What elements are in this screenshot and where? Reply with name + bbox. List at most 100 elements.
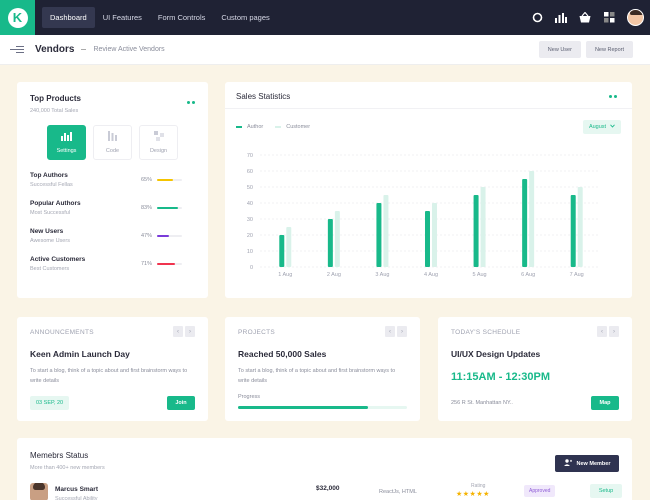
chevron-left-icon[interactable]: ‹	[597, 326, 607, 337]
chevron-left-icon[interactable]: ‹	[173, 326, 183, 337]
new-member-label: New Member	[576, 460, 611, 467]
product-row-progress	[157, 179, 182, 181]
user-avatar[interactable]	[627, 9, 644, 26]
product-row-percent: 47%	[140, 233, 152, 239]
chevron-right-icon[interactable]: ›	[609, 326, 619, 337]
more-options-icon[interactable]	[609, 95, 617, 98]
y-tick-label: 40	[247, 201, 253, 207]
progress-fill	[157, 207, 178, 209]
product-row-desc: Awesome Users	[30, 238, 70, 244]
top-products-subtitle: 240,000 Total Sales	[30, 108, 79, 114]
tab-code[interactable]: Code	[93, 125, 132, 160]
y-tick-label: 0	[250, 265, 253, 271]
card-nav-arrows: ‹ ›	[385, 326, 407, 337]
project-title: Reached 50,000 Sales	[238, 349, 327, 359]
announcements-header: ANNOUNCEMENTS	[30, 329, 94, 336]
chevron-right-icon[interactable]: ›	[185, 326, 195, 337]
bar-customer	[286, 227, 292, 267]
announcement-text: To start a blog, think of a topic about …	[30, 368, 188, 384]
setup-button[interactable]: Setup	[590, 484, 622, 498]
legend-label: Author	[247, 124, 264, 130]
bar-author	[327, 219, 333, 267]
member-name[interactable]: Marcus Smart	[55, 486, 98, 493]
sub-header: Vendors Review Active Vendors New User N…	[0, 35, 650, 65]
announcements-card: ANNOUNCEMENTS ‹ › Keen Admin Launch Day …	[17, 317, 208, 421]
member-tech: ReactJs, HTML	[379, 489, 417, 495]
y-tick-label: 60	[247, 169, 253, 175]
top-navbar: K Dashboard UI Features Form Controls Cu…	[0, 0, 650, 35]
design-icon	[153, 131, 164, 143]
x-tick-label: 7 Aug	[570, 272, 584, 278]
projects-card: PROJECTS ‹ › Reached 50,000 Sales To sta…	[225, 317, 420, 421]
join-button[interactable]: Join	[167, 396, 195, 410]
legend-item-author: Author	[236, 124, 263, 130]
x-tick-label: 4 Aug	[424, 272, 438, 278]
search-icon[interactable]	[531, 12, 543, 24]
page-subtitle: Review Active Vendors	[93, 46, 165, 53]
projects-header: PROJECTS	[238, 329, 276, 336]
member-role: Successful Ability	[55, 496, 98, 500]
chart-icon[interactable]	[555, 12, 567, 24]
bar-author	[473, 195, 479, 267]
chevron-down-icon	[610, 124, 615, 130]
chart-legend: Author Customer	[236, 124, 310, 130]
member-avatar	[30, 483, 48, 500]
logo[interactable]: K	[0, 0, 35, 35]
sales-bar-chart: 0 10 20 30 40 50 60 70 1 Aug 2 Aug 3 Aug 4 Aug 5 Aug…	[247, 153, 600, 278]
chevron-right-icon[interactable]: ›	[397, 326, 407, 337]
menu-toggle-icon[interactable]	[10, 45, 24, 54]
product-row-desc: Successful Fellas	[30, 182, 73, 188]
tab-settings-label: Settings	[56, 147, 77, 154]
month-select[interactable]: August	[583, 120, 621, 134]
product-row-percent: 65%	[140, 177, 152, 183]
chevron-left-icon[interactable]: ‹	[385, 326, 395, 337]
logo-letter: K	[7, 7, 28, 28]
y-tick-label: 20	[247, 233, 253, 239]
schedule-card: TODAY'S SCHEDULE ‹ › UI/UX Design Update…	[438, 317, 632, 421]
nav-link-form-controls[interactable]: Form Controls	[157, 13, 206, 22]
product-row-name: New Users	[30, 228, 64, 235]
product-row-progress	[157, 263, 182, 265]
tab-design[interactable]: Design	[139, 125, 178, 160]
schedule-title: UI/UX Design Updates	[451, 349, 541, 359]
progress-label: Progress	[238, 394, 261, 400]
member-row: Marcus Smart Successful Ability $32,000 …	[30, 483, 622, 500]
tab-settings[interactable]: Settings	[47, 125, 86, 160]
members-title: Memebrs Status	[30, 451, 89, 460]
y-tick-label: 70	[247, 153, 253, 159]
nav-icon-group	[531, 0, 644, 35]
bar-customer	[480, 187, 486, 267]
bar-customer	[529, 171, 535, 267]
bar-author	[570, 195, 576, 267]
product-row: New Users Awesome Users 47%	[30, 228, 195, 248]
schedule-time: 11:15AM - 12:30PM	[451, 371, 551, 383]
card-nav-arrows: ‹ ›	[597, 326, 619, 337]
product-row-name: Popular Authors	[30, 200, 81, 207]
title-separator	[81, 49, 87, 50]
members-status-card: Memebrs Status More than 400+ new member…	[17, 438, 632, 500]
bar-chart-icon	[61, 131, 72, 143]
new-user-button[interactable]: New User	[538, 41, 581, 58]
product-row-name: Active Customers	[30, 256, 86, 263]
bar-customer	[577, 187, 583, 267]
grid-icon[interactable]	[603, 12, 615, 24]
tab-code-label: Code	[105, 148, 120, 154]
y-tick-label: 50	[247, 185, 253, 191]
sales-statistics-title: Sales Statistics	[236, 92, 291, 101]
map-button[interactable]: Map	[591, 396, 619, 410]
nav-link-custom-pages[interactable]: Custom pages	[221, 13, 270, 22]
card-divider	[225, 108, 632, 109]
nav-links: Dashboard UI Features Form Controls Cust…	[42, 7, 278, 28]
top-products-tabs: Settings Code Design	[47, 125, 178, 160]
bar-author	[376, 203, 382, 267]
new-report-button[interactable]: New Report	[585, 41, 633, 58]
nav-link-ui-features[interactable]: UI Features	[102, 13, 142, 22]
bar-author	[279, 235, 285, 267]
more-options-icon[interactable]	[187, 101, 195, 104]
legend-swatch	[236, 126, 242, 128]
new-member-button[interactable]: New Member	[555, 455, 619, 472]
basket-icon[interactable]	[579, 12, 591, 24]
nav-link-dashboard[interactable]: Dashboard	[42, 7, 95, 28]
card-nav-arrows: ‹ ›	[173, 326, 195, 337]
schedule-address: 256 R St. Manhattan NY..	[451, 400, 513, 406]
